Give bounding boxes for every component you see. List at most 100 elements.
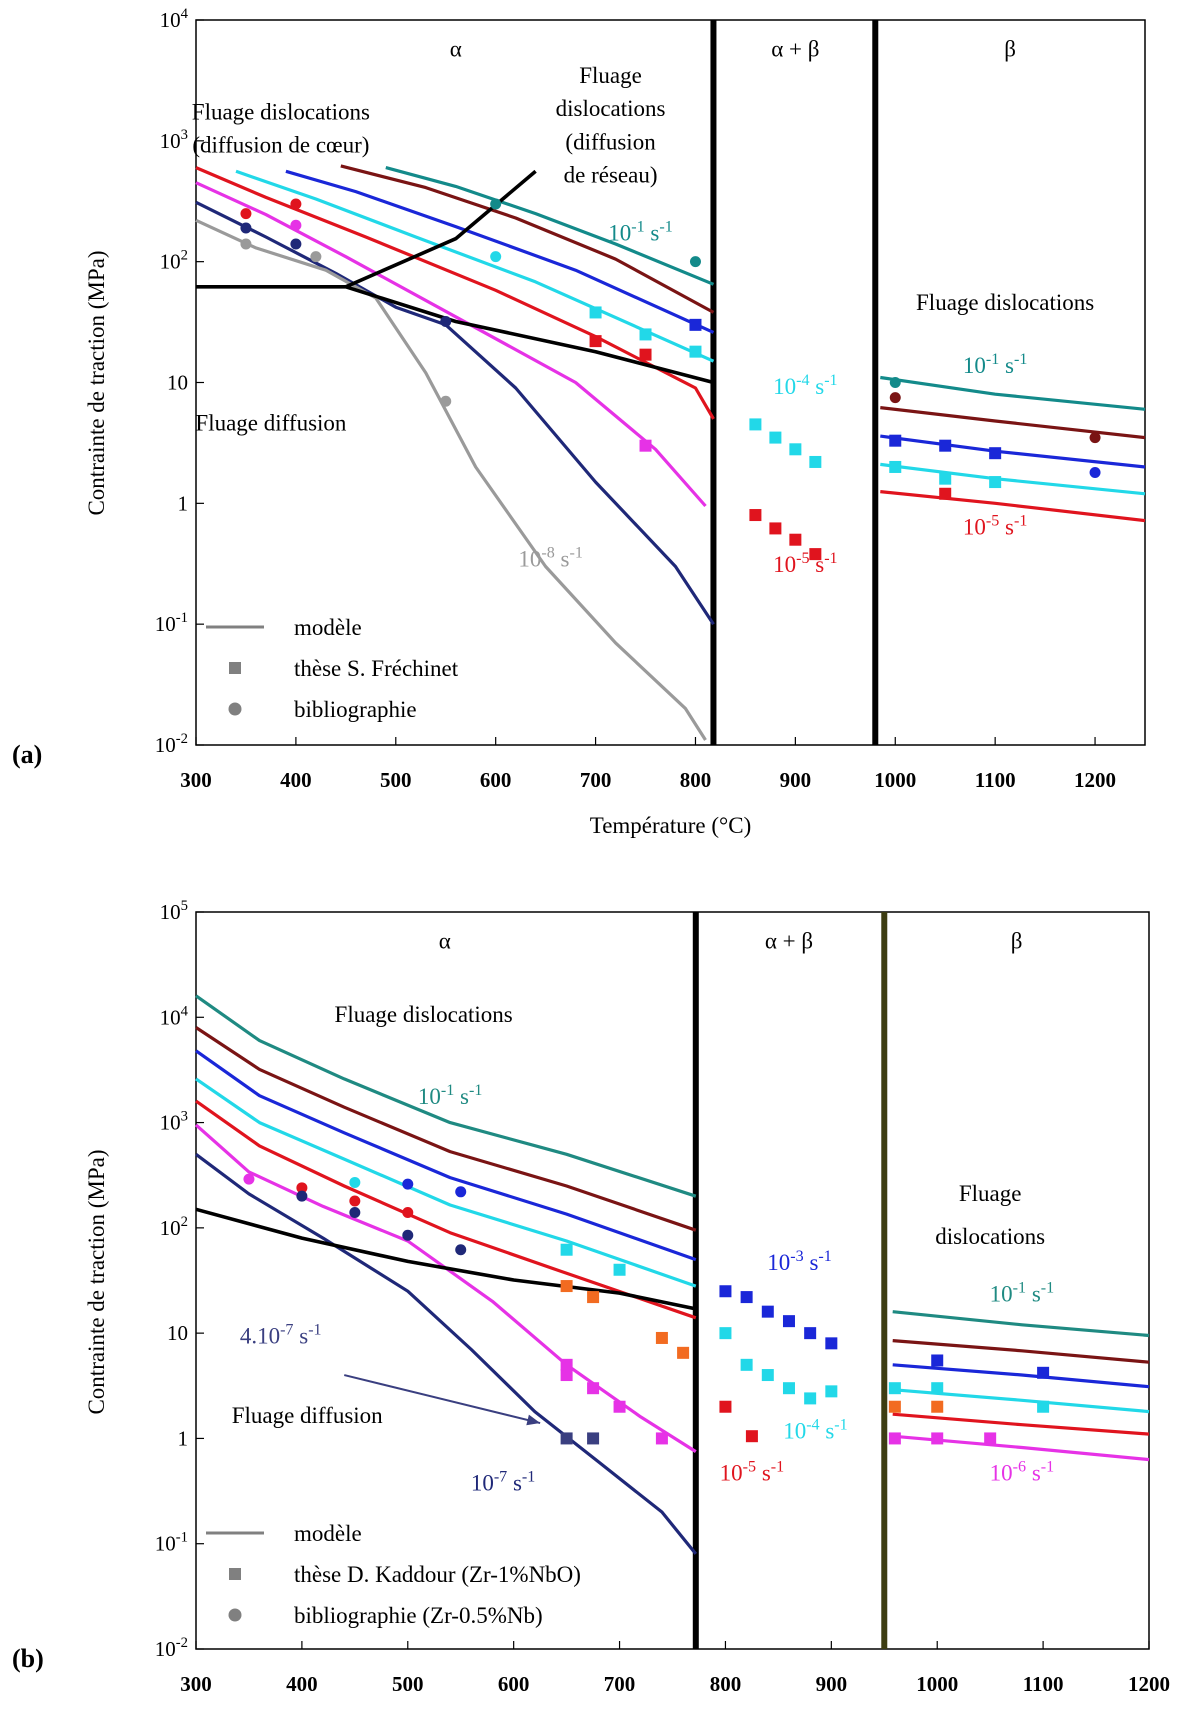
x-tick-label: 1000: [874, 768, 916, 792]
annotation-label: Fluage dislocations: [192, 100, 370, 125]
model-line: [195, 218, 707, 741]
data-point-square: [749, 509, 762, 522]
data-point-square: [984, 1432, 997, 1445]
model-line: [195, 1099, 697, 1320]
annotation-label: Fluage diffusion: [195, 411, 346, 436]
model-line: [880, 406, 1146, 440]
x-tick-label: 900: [780, 768, 812, 792]
annotation-label: α: [450, 36, 462, 61]
annotation-label: 10-7 s-1: [471, 1469, 536, 1496]
legend-swatch-circle: [228, 1608, 242, 1622]
data-point-square: [989, 476, 1002, 489]
annotation-label: 10-1 s-1: [608, 218, 673, 245]
annotation-label: de réseau): [564, 163, 658, 188]
annotation-label: Fluage: [959, 1181, 1022, 1206]
chart-a: 10-2 10-1 1 10 102 103 104 300 400 500 600 700 800 90…: [12, 6, 1146, 838]
annotation-label: Fluage: [579, 63, 642, 88]
data-point-square: [889, 460, 902, 473]
x-tick-label: 500: [392, 1672, 424, 1696]
x-tick-label: 1100: [975, 768, 1016, 792]
data-point-square: [719, 1285, 732, 1298]
data-point-square: [560, 1358, 573, 1371]
data-point-circle: [310, 251, 322, 263]
annotation-arrowhead: [526, 1414, 541, 1426]
data-point-square: [888, 1432, 901, 1445]
data-point-square: [1037, 1400, 1050, 1413]
plot-frame: [195, 911, 1150, 1650]
legend-swatch-square: [229, 1568, 241, 1580]
annotation-label: 10-5 s-1: [773, 550, 838, 577]
x-tick-label: 300: [180, 768, 212, 792]
data-point-square: [749, 418, 762, 431]
x-tick-label: 1200: [1128, 1672, 1170, 1696]
legend-swatch-square: [229, 662, 241, 674]
annotation-label: 4.10-7 s-1: [240, 1321, 322, 1348]
model-line: [880, 434, 1146, 469]
data-point-square: [589, 306, 602, 319]
model-line: [195, 1077, 697, 1288]
x-tick-label: 600: [498, 1672, 530, 1696]
annotation-label: 10-6 s-1: [990, 1458, 1055, 1485]
data-point-square: [587, 1291, 600, 1304]
data-point-square: [809, 455, 822, 468]
data-point-square: [931, 1432, 944, 1445]
data-point-square: [761, 1369, 774, 1382]
x-tick-label: 400: [286, 1672, 318, 1696]
data-point-circle: [296, 1182, 308, 1194]
annotation-label: (diffusion de cœur): [192, 133, 369, 158]
data-point-square: [740, 1291, 753, 1304]
model-line: [195, 1049, 697, 1262]
annotation-label: dislocations: [935, 1224, 1045, 1249]
annotation-label: 10-4 s-1: [773, 372, 838, 399]
model-line: [880, 462, 1146, 496]
data-point-square: [804, 1327, 817, 1340]
annotation-label: α + β: [765, 929, 813, 954]
x-tick-label: 1200: [1074, 768, 1116, 792]
x-tick-label: 800: [680, 768, 712, 792]
mechanism-boundary-line: [345, 169, 537, 289]
annotation-label: Fluage dislocations: [335, 1002, 513, 1027]
model-line: [880, 490, 1146, 523]
data-point-square: [931, 1400, 944, 1413]
data-point-circle: [240, 208, 252, 220]
model-line: [195, 994, 697, 1198]
chart-b: 10-2 10-1 1 10 102 103 104 105 300 400 500 600 700 80…: [12, 898, 1170, 1696]
y-tick-label: 104: [160, 1003, 189, 1029]
x-tick-label: 400: [280, 768, 312, 792]
mechanism-boundary-line: [196, 285, 714, 385]
y-tick-label: 105: [160, 898, 188, 924]
data-point-circle: [290, 238, 302, 250]
data-point-circle: [296, 1190, 308, 1202]
data-point-square: [809, 548, 822, 561]
data-point-square: [939, 472, 952, 485]
data-point-square: [613, 1263, 626, 1276]
data-point-square: [560, 1280, 573, 1293]
data-point-circle: [349, 1176, 361, 1188]
data-point-circle: [889, 392, 901, 404]
legend-swatch-circle: [228, 702, 242, 716]
y-tick-label: 103: [160, 127, 188, 153]
y-tick-label: 10-2: [155, 731, 188, 757]
data-point-circle: [402, 1206, 414, 1218]
annotation-label: 10-5 s-1: [963, 513, 1028, 540]
data-point-circle: [402, 1229, 414, 1241]
y-tick-label: 102: [160, 1214, 188, 1240]
annotation-label: 10-3 s-1: [767, 1248, 832, 1275]
data-point-square: [655, 1331, 668, 1344]
x-tick-label: 800: [710, 1672, 742, 1696]
data-point-circle: [455, 1244, 467, 1256]
annotation-label: (diffusion: [565, 129, 656, 154]
panel-label: (b): [12, 1644, 44, 1673]
x-tick-label: 500: [380, 768, 412, 792]
data-point-square: [789, 533, 802, 546]
y-tick-label: 10-2: [155, 1635, 188, 1661]
model-line: [195, 166, 715, 420]
data-point-square: [769, 522, 782, 535]
annotation-label: 10-5 s-1: [720, 1458, 785, 1485]
data-point-square: [745, 1430, 758, 1443]
model-line: [892, 1310, 1150, 1338]
x-tick-label: 1000: [916, 1672, 958, 1696]
data-point-circle: [240, 238, 252, 250]
data-point-square: [719, 1400, 732, 1413]
y-tick-label: 104: [160, 6, 189, 32]
